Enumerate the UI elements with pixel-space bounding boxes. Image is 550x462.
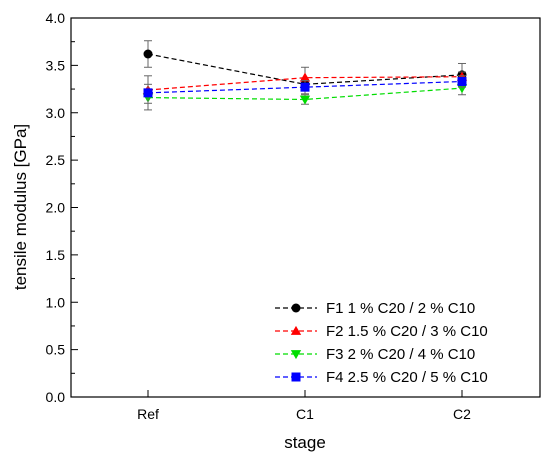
x-axis-label: stage (284, 433, 326, 452)
series-line (147, 87, 463, 101)
y-tick-label: 1.0 (46, 294, 66, 310)
legend-item-4: F4 2.5 % C20 / 5 % C10 (275, 369, 488, 386)
x-tick-label: Ref (137, 406, 159, 422)
legend-label: F4 2.5 % C20 / 5 % C10 (326, 369, 488, 386)
data-point (299, 72, 311, 82)
y-tick-label: 2.5 (46, 152, 66, 168)
legend-marker (290, 325, 302, 335)
series-line (147, 53, 463, 85)
series-4 (143, 75, 467, 111)
data-point (457, 76, 467, 86)
x-tick-label: C2 (453, 406, 471, 422)
legend-label: F2 1.5 % C20 / 3 % C10 (326, 323, 488, 340)
y-axis: 0.0 0.5 1.0 1.5 2.0 2.5 3.0 3.5 4.0 (46, 10, 78, 405)
legend-item-2: F2 1.5 % C20 / 3 % C10 (275, 323, 488, 340)
x-axis: Ref C1 C2 (137, 390, 471, 422)
y-axis-label: tensile modulus [GPa] (11, 124, 30, 290)
legend-item-3: F3 2 % C20 / 4 % C10 (275, 346, 475, 363)
data-point (299, 95, 311, 105)
legend-label: F1 1 % C20 / 2 % C10 (326, 300, 475, 317)
series-layer (142, 40, 468, 111)
legend-marker (291, 372, 301, 382)
series-line (147, 76, 463, 91)
data-point (300, 82, 310, 92)
data-point (456, 84, 468, 94)
y-tick-label: 4.0 (46, 10, 66, 26)
legend-marker (291, 303, 301, 313)
data-point (143, 88, 153, 98)
y-tick-label: 3.0 (46, 105, 66, 121)
legend-item-1: F1 1 % C20 / 2 % C10 (275, 300, 475, 317)
y-tick-label: 0.0 (46, 389, 66, 405)
y-tick-label: 3.5 (46, 57, 66, 73)
y-tick-label: 1.5 (46, 247, 66, 263)
y-tick-label: 2.0 (46, 200, 66, 216)
y-tick-label: 0.5 (46, 342, 66, 358)
x-tick-label: C1 (296, 406, 314, 422)
series-line (147, 80, 463, 94)
legend-marker (290, 350, 302, 360)
legend-label: F3 2 % C20 / 4 % C10 (326, 346, 475, 363)
legend: F1 1 % C20 / 2 % C10 F2 1.5 % C20 / 3 % C… (275, 300, 488, 386)
data-point (143, 49, 153, 59)
